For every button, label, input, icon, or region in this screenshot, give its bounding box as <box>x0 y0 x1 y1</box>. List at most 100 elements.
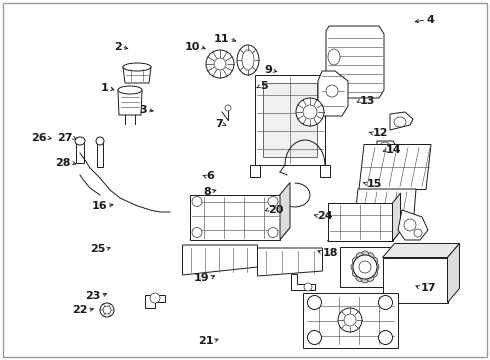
Ellipse shape <box>192 228 202 238</box>
Polygon shape <box>123 67 151 83</box>
Ellipse shape <box>237 45 259 75</box>
Text: 14: 14 <box>386 145 402 156</box>
Ellipse shape <box>380 142 390 152</box>
Polygon shape <box>392 193 400 241</box>
Text: 11: 11 <box>214 33 229 44</box>
Ellipse shape <box>353 255 377 279</box>
Ellipse shape <box>366 253 374 261</box>
Ellipse shape <box>308 330 321 345</box>
Text: 28: 28 <box>55 158 71 168</box>
Ellipse shape <box>75 137 85 145</box>
Text: 18: 18 <box>322 248 338 258</box>
Ellipse shape <box>338 308 362 332</box>
Polygon shape <box>318 71 348 116</box>
Ellipse shape <box>118 86 142 94</box>
Ellipse shape <box>328 49 340 65</box>
Text: 1: 1 <box>101 83 109 93</box>
Text: 23: 23 <box>85 291 100 301</box>
Ellipse shape <box>361 275 369 283</box>
Ellipse shape <box>352 269 360 277</box>
Ellipse shape <box>206 50 234 78</box>
Ellipse shape <box>192 197 202 207</box>
Polygon shape <box>302 292 397 347</box>
Ellipse shape <box>123 63 151 71</box>
Ellipse shape <box>304 283 312 291</box>
Ellipse shape <box>96 137 104 145</box>
Polygon shape <box>280 183 290 239</box>
Text: 27: 27 <box>57 132 73 143</box>
Polygon shape <box>118 90 142 115</box>
Polygon shape <box>327 203 392 241</box>
Ellipse shape <box>369 269 378 277</box>
Ellipse shape <box>378 330 392 345</box>
Text: 5: 5 <box>260 81 268 91</box>
Polygon shape <box>354 189 416 227</box>
Text: 13: 13 <box>360 96 375 106</box>
Ellipse shape <box>242 50 254 70</box>
Text: 3: 3 <box>139 105 147 115</box>
Polygon shape <box>190 194 280 239</box>
Text: 19: 19 <box>194 273 210 283</box>
Polygon shape <box>97 143 103 167</box>
Ellipse shape <box>359 261 371 273</box>
Polygon shape <box>359 144 431 189</box>
Polygon shape <box>340 247 390 287</box>
Ellipse shape <box>344 314 356 326</box>
Text: 8: 8 <box>203 186 211 197</box>
Polygon shape <box>258 248 322 276</box>
Text: 15: 15 <box>367 179 382 189</box>
Text: 24: 24 <box>318 211 333 221</box>
Polygon shape <box>377 141 397 152</box>
Text: 17: 17 <box>420 283 436 293</box>
Ellipse shape <box>369 257 378 265</box>
Polygon shape <box>326 26 384 98</box>
Text: 2: 2 <box>114 42 122 52</box>
Ellipse shape <box>371 263 379 271</box>
Polygon shape <box>320 165 330 177</box>
Ellipse shape <box>268 228 278 238</box>
Ellipse shape <box>366 273 374 282</box>
Ellipse shape <box>404 219 416 231</box>
Ellipse shape <box>303 105 317 119</box>
Text: 26: 26 <box>31 132 47 143</box>
Polygon shape <box>291 274 315 290</box>
Ellipse shape <box>394 117 406 127</box>
Text: 16: 16 <box>91 201 107 211</box>
Text: 4: 4 <box>426 15 434 25</box>
Polygon shape <box>383 243 460 257</box>
Polygon shape <box>190 228 290 239</box>
Polygon shape <box>76 143 84 163</box>
Text: 22: 22 <box>72 305 87 315</box>
Ellipse shape <box>103 306 111 314</box>
Ellipse shape <box>214 58 226 70</box>
Text: 10: 10 <box>185 42 200 52</box>
Polygon shape <box>250 165 260 177</box>
Ellipse shape <box>296 98 324 126</box>
Ellipse shape <box>326 85 338 97</box>
Bar <box>263 83 317 157</box>
Polygon shape <box>255 75 325 165</box>
Ellipse shape <box>308 296 321 310</box>
Text: 25: 25 <box>90 244 105 254</box>
Ellipse shape <box>150 293 160 303</box>
Text: 21: 21 <box>197 336 213 346</box>
Polygon shape <box>182 245 258 275</box>
Text: 7: 7 <box>215 119 223 129</box>
Text: 12: 12 <box>372 128 388 138</box>
Polygon shape <box>390 112 413 130</box>
Polygon shape <box>398 210 428 240</box>
Ellipse shape <box>356 253 364 261</box>
Polygon shape <box>447 243 460 302</box>
Text: 9: 9 <box>264 65 272 75</box>
Polygon shape <box>327 231 400 241</box>
Text: 20: 20 <box>269 204 284 215</box>
Ellipse shape <box>378 296 392 310</box>
Ellipse shape <box>225 105 231 111</box>
Text: 6: 6 <box>206 171 214 181</box>
Polygon shape <box>145 295 165 308</box>
Ellipse shape <box>356 273 364 282</box>
Ellipse shape <box>268 197 278 207</box>
Ellipse shape <box>100 303 114 317</box>
Polygon shape <box>383 257 447 302</box>
Ellipse shape <box>414 229 422 237</box>
